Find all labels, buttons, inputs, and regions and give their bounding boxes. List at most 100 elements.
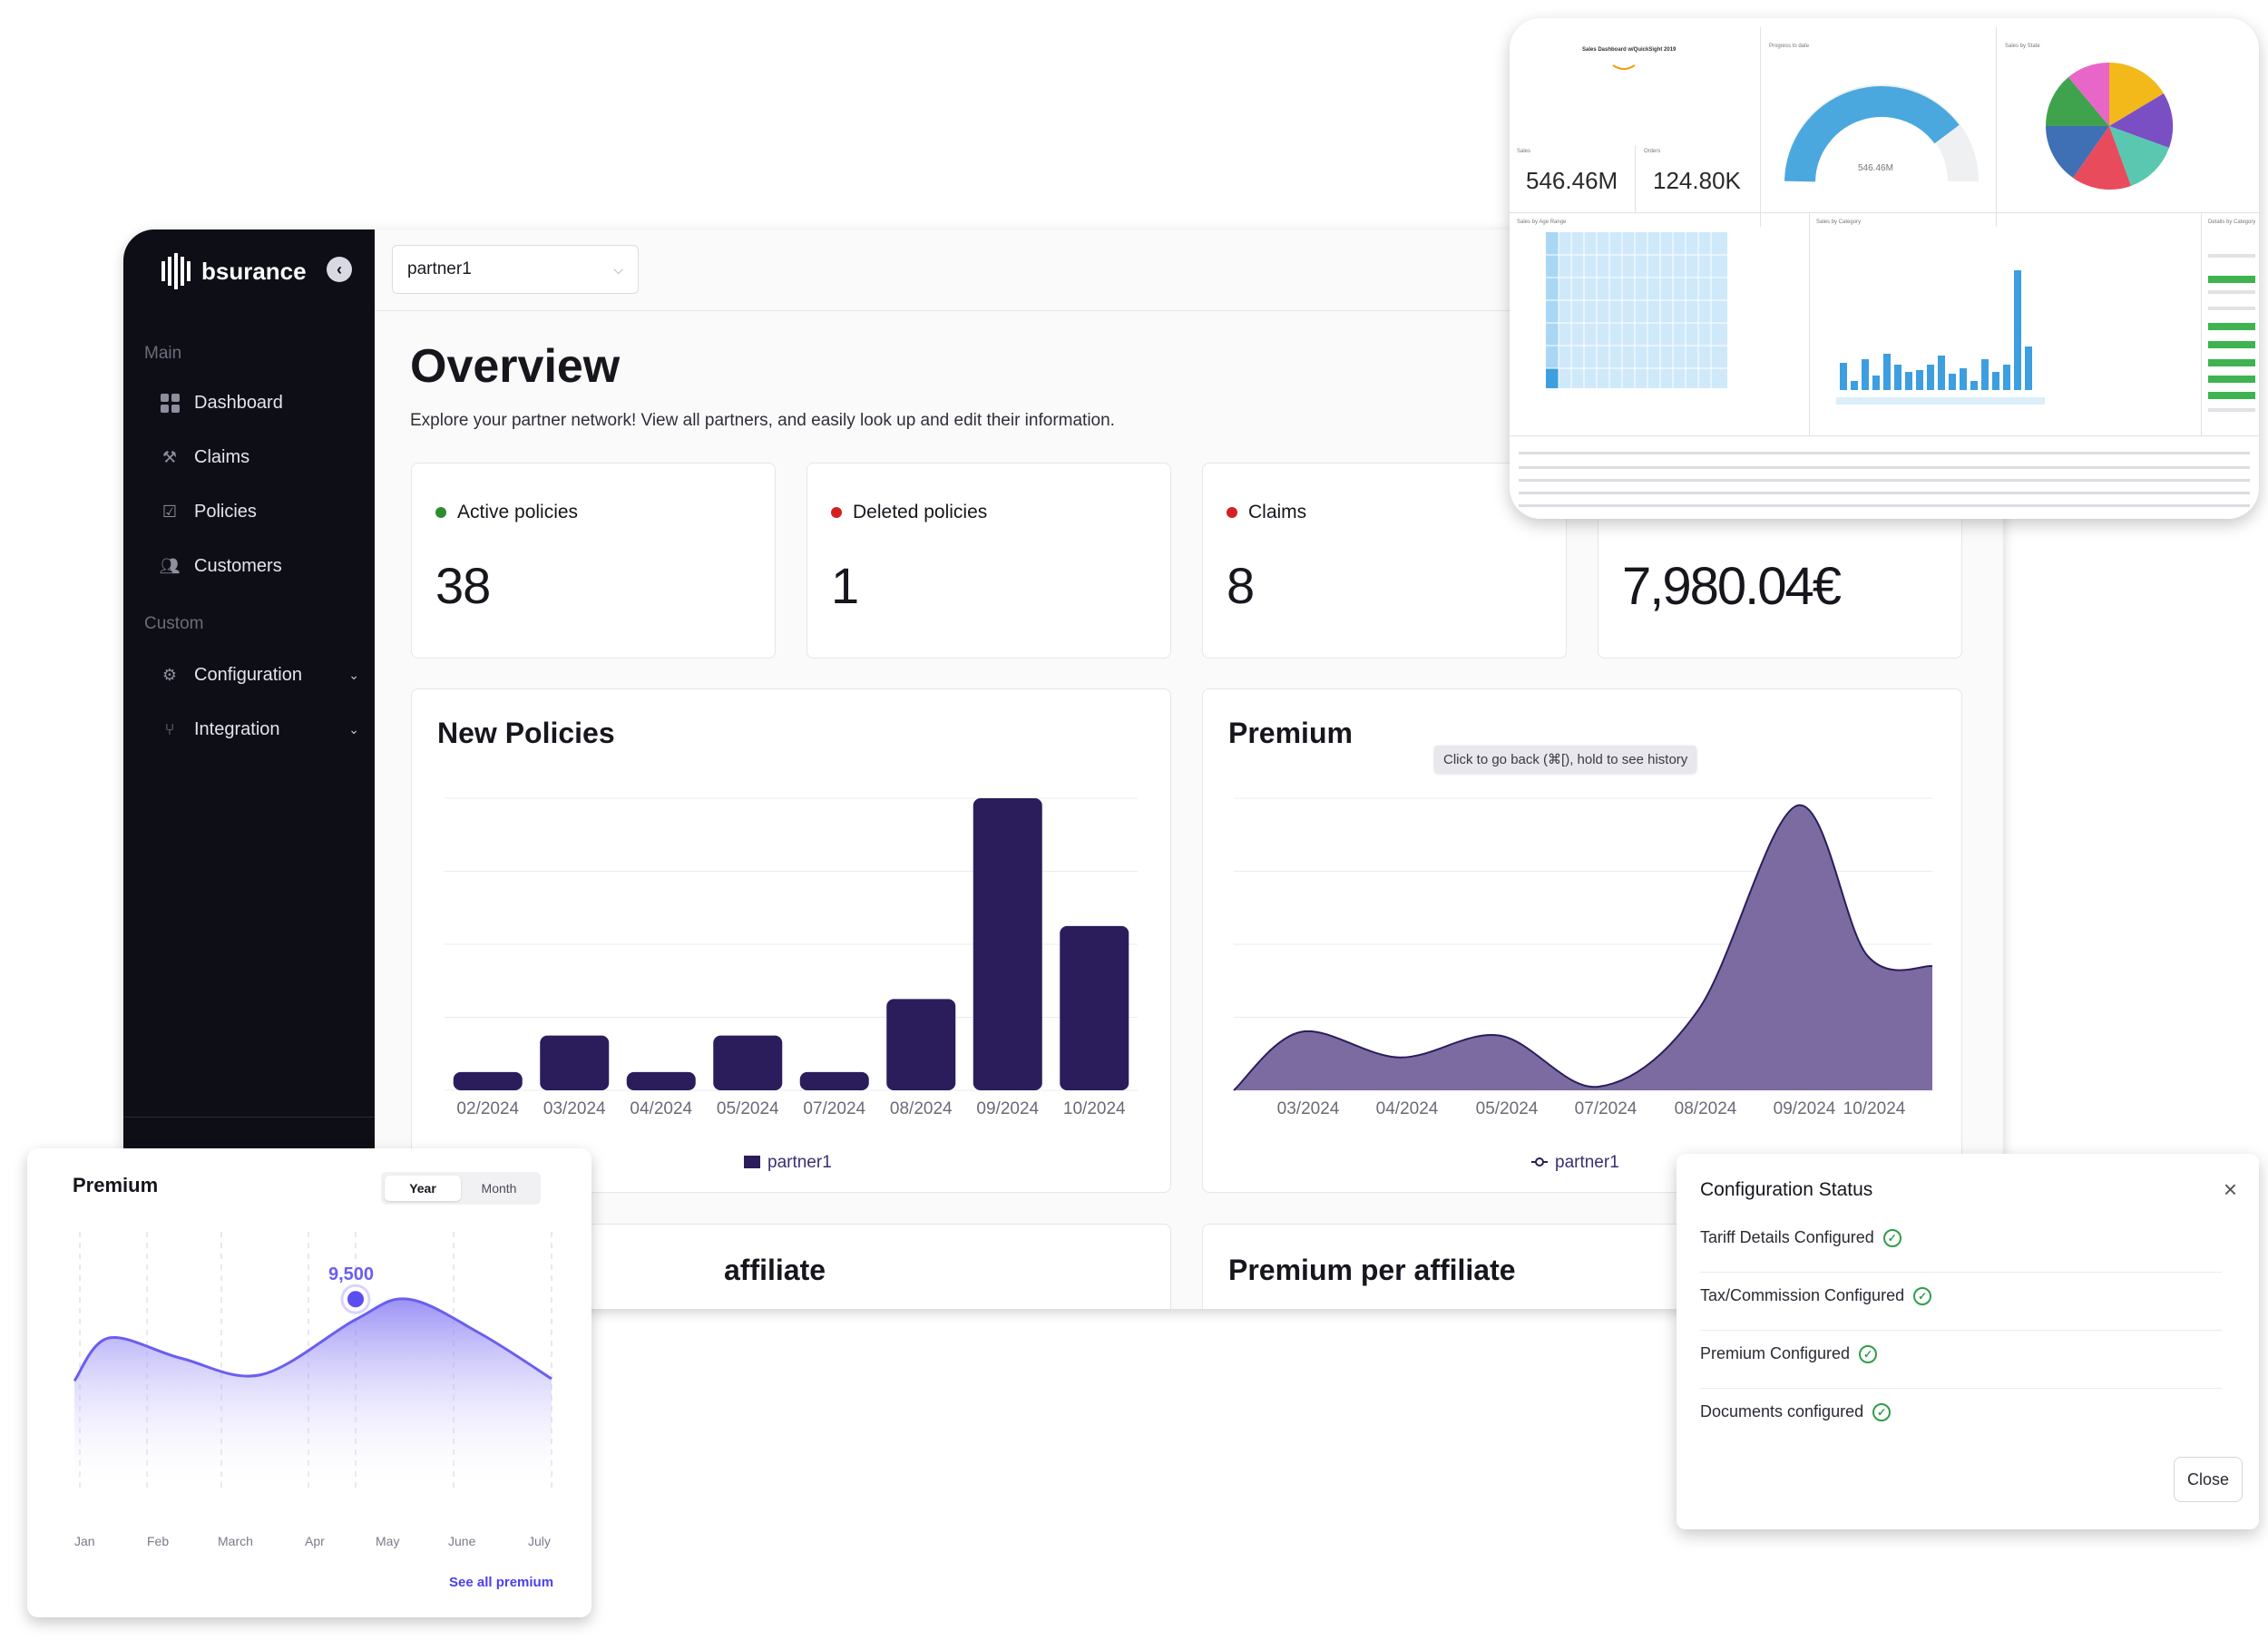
- x-tick-label: 04/2024: [1376, 1099, 1439, 1118]
- x-tick-label: 09/2024: [1774, 1099, 1836, 1118]
- area-line: [1233, 805, 1933, 1091]
- partner-select-value: partner1: [407, 259, 472, 278]
- sidebar-item-integration[interactable]: ⑂ Integration ⌄: [160, 719, 359, 740]
- modal-title: Configuration Status: [1700, 1179, 1873, 1200]
- stat-card-claims[interactable]: Claims 8: [1202, 463, 1567, 659]
- month-label: Apr: [305, 1534, 325, 1548]
- qs-heatmap: [1546, 232, 1727, 388]
- x-tick-label: 02/2024: [456, 1099, 519, 1118]
- see-all-premium-link[interactable]: See all premium: [449, 1575, 554, 1590]
- stat-label: Claims: [1227, 502, 1306, 523]
- config-item: Premium Configured ✓: [1700, 1344, 1878, 1363]
- chart-title: affiliate: [724, 1254, 826, 1286]
- area-fill: [1234, 805, 1932, 1090]
- qs-table-label: Details by Category: [2208, 220, 2256, 225]
- month-label: July: [528, 1534, 551, 1548]
- stat-label: Active policies: [435, 502, 578, 523]
- sidebar-item-customers[interactable]: 👥︎ Customers: [160, 556, 359, 577]
- qs-divider: [1510, 435, 2259, 436]
- qs-divider: [1635, 145, 1636, 212]
- toggle-month[interactable]: Month: [481, 1181, 517, 1196]
- x-tick-label: 09/2024: [976, 1099, 1039, 1118]
- x-tick-label: 10/2024: [1843, 1099, 1906, 1118]
- config-item-label: Documents configured: [1700, 1402, 1864, 1420]
- partner-select[interactable]: partner1 ⌵: [392, 245, 639, 294]
- toggle-year[interactable]: Year: [385, 1176, 461, 1201]
- brand-logo[interactable]: bsurance: [161, 253, 307, 289]
- sidebar-item-label: Customers: [194, 556, 282, 576]
- brand-logo-icon: [161, 253, 191, 289]
- bar: [886, 999, 956, 1090]
- qs-data-table: [1519, 452, 2250, 507]
- x-tick-label: 08/2024: [890, 1099, 953, 1118]
- status-dot: [831, 507, 842, 518]
- page-subtitle: Explore your partner network! View all p…: [410, 411, 1115, 430]
- period-toggle: Year Month: [381, 1172, 541, 1205]
- chart-title: New Policies: [437, 717, 615, 749]
- back-tooltip: Click to go back (⌘[), hold to see histo…: [1434, 746, 1697, 773]
- qs-kpi-value: 124.80K: [1653, 167, 1741, 194]
- sidebar-item-label: Integration: [194, 719, 280, 739]
- qs-title: Sales Dashboard w/QuickSight 2019: [1582, 47, 1677, 53]
- qs-divider: [1809, 212, 1810, 435]
- check-circle-icon: ✓: [1913, 1286, 1932, 1305]
- legend-marker: [1535, 1157, 1544, 1167]
- sidebar-item-configuration[interactable]: ⚙ Configuration ⌄: [160, 665, 359, 686]
- month-label: June: [448, 1534, 476, 1548]
- qs-category-table: [2208, 254, 2255, 412]
- config-item: Tax/Commission Configured ✓: [1700, 1286, 1932, 1305]
- stat-card-deleted-policies[interactable]: Deleted policies 1: [807, 463, 1171, 659]
- sliders-icon: ⚙: [161, 666, 178, 684]
- premium-chart: 03/2024 04/2024 05/2024 07/2024 08/2024 09/20…: [1233, 797, 1933, 1172]
- x-tick-label: 05/2024: [717, 1099, 779, 1118]
- page-title: Overview: [410, 340, 621, 393]
- close-icon[interactable]: ×: [2223, 1176, 2237, 1203]
- branch-icon: ⑂: [164, 720, 175, 738]
- legend-swatch: [744, 1156, 760, 1168]
- qs-pie-label: Sales by State: [2005, 44, 2040, 49]
- config-item-label: Premium Configured: [1700, 1344, 1851, 1362]
- close-button[interactable]: Close: [2174, 1457, 2243, 1502]
- month-label: March: [218, 1534, 253, 1548]
- check-circle-icon: ✓: [1872, 1402, 1892, 1421]
- x-tick-label: 05/2024: [1476, 1099, 1539, 1118]
- sidebar-item-claims[interactable]: ⚒ Claims: [160, 447, 359, 468]
- stat-value: 38: [435, 557, 491, 614]
- collapse-sidebar-icon[interactable]: ‹: [327, 257, 352, 282]
- stat-card-active-policies[interactable]: Active policies 38: [411, 463, 776, 659]
- sidebar: bsurance ‹ Main Dashboard ⚒ Claims ☑ Pol…: [123, 229, 375, 1309]
- sidebar-item-dashboard[interactable]: Dashboard: [160, 393, 359, 414]
- chart-title: Premium per affiliate: [1228, 1254, 1516, 1286]
- chevron-down-icon: ⌄: [348, 722, 359, 737]
- qs-gauge-value: 546.46M: [1858, 163, 1893, 173]
- sidebar-item-label: Claims: [194, 447, 250, 467]
- new-policies-chart: 02/2024 03/2024 04/2024 05/2024 07/2024 08/20…: [445, 797, 1138, 1172]
- stat-label-text: Active policies: [457, 502, 579, 522]
- qs-divider: [1510, 212, 2259, 213]
- stat-value: 1: [831, 557, 859, 614]
- qs-pie-chart: [2045, 62, 2174, 190]
- premium-widget: Premium Year Month 9,500 Jan Feb March A…: [27, 1148, 591, 1617]
- divider: [1700, 1388, 2222, 1389]
- sidebar-item-label: Configuration: [194, 665, 302, 685]
- month-label: May: [376, 1534, 400, 1548]
- qs-kpi-value: 546.46M: [1526, 167, 1618, 194]
- stat-value: 7,980.04€: [1622, 557, 1842, 616]
- bar: [799, 1071, 869, 1090]
- bar: [540, 1035, 610, 1090]
- bar: [973, 798, 1042, 1090]
- qs-divider: [1760, 27, 1761, 227]
- qs-heatmap-label: Sales by Age Range: [1517, 220, 1567, 225]
- config-item-label: Tariff Details Configured: [1700, 1228, 1874, 1246]
- sidebar-item-policies[interactable]: ☑ Policies: [160, 502, 359, 522]
- x-tick-label: 03/2024: [1277, 1099, 1340, 1118]
- config-item: Documents configured ✓: [1700, 1402, 1892, 1421]
- peak-marker: [347, 1291, 364, 1308]
- qs-bar-label: Sales by Category: [1816, 220, 1862, 225]
- dashboard-icon: [160, 394, 180, 414]
- stat-value: 8: [1227, 557, 1255, 614]
- qs-kpi-label: Orders: [1644, 149, 1661, 154]
- x-tick-label: 03/2024: [543, 1099, 606, 1118]
- sidebar-divider: [123, 1117, 375, 1118]
- quicksight-dashboard: Sales Dashboard w/QuickSight 2019 Sales …: [1510, 18, 2259, 519]
